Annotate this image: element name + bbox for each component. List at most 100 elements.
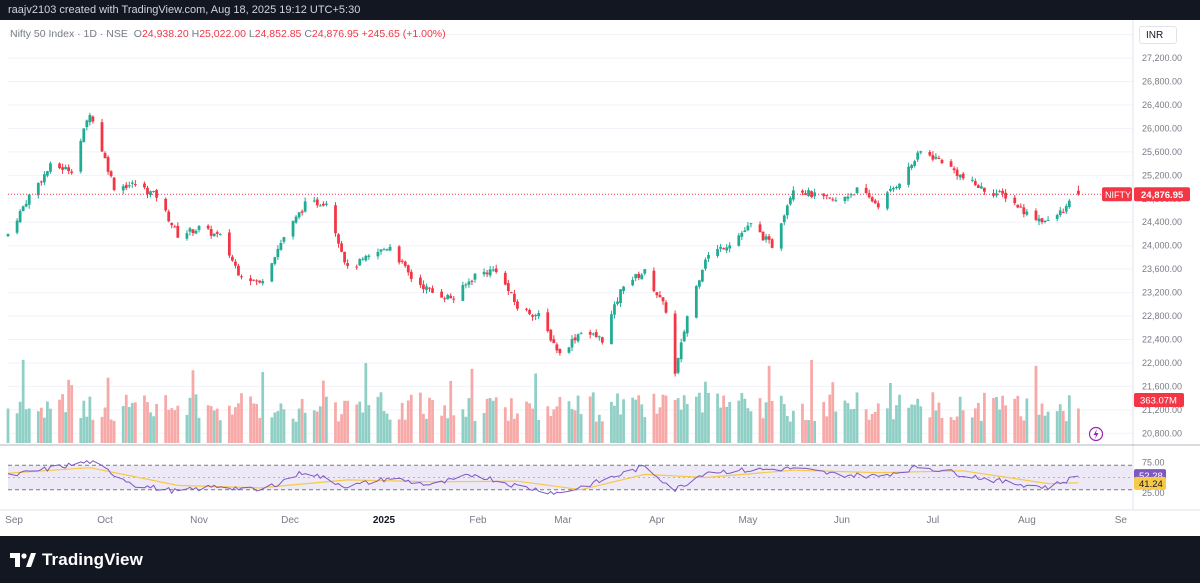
time-tick-label: Feb [469, 515, 487, 526]
symbol-tag[interactable] [1102, 187, 1132, 202]
volume-bar [828, 394, 832, 443]
candle-body [234, 261, 237, 266]
candle-body [998, 191, 1001, 193]
candle-body [503, 272, 507, 285]
volume-bar [552, 409, 556, 443]
chart-panel[interactable] [0, 20, 1200, 536]
volume-bar [36, 411, 40, 443]
candle-body [36, 182, 40, 196]
candle-body [676, 358, 680, 373]
volume-bar [509, 398, 513, 443]
tradingview-logo[interactable]: TradingView [10, 550, 143, 570]
candle-body [788, 197, 792, 205]
candle-body [191, 229, 195, 234]
volume-bar [952, 420, 956, 443]
candle-body [682, 331, 686, 342]
candle-body [852, 194, 856, 196]
volume-bar [995, 397, 998, 443]
volume-bar [43, 417, 46, 443]
candle-body [822, 193, 826, 197]
volume-bar [325, 396, 328, 443]
volume-bar [400, 402, 404, 443]
candle-body [516, 301, 519, 309]
volume-bar [79, 418, 83, 443]
price-tick-label: 21,600.00 [1142, 381, 1182, 391]
candle-body [167, 211, 171, 222]
candle-body [464, 284, 468, 286]
candle-body [15, 220, 19, 233]
volume-bar [637, 395, 641, 443]
volume-bar [155, 403, 158, 443]
volume-bar [570, 408, 574, 443]
volume-bar [825, 416, 829, 443]
volume-bar [764, 402, 768, 443]
volume-bar [431, 399, 434, 443]
volume-bar [6, 408, 10, 443]
time-tick-label: Jun [834, 515, 850, 526]
volume-bar [506, 420, 510, 443]
tradingview-logo-icon [10, 553, 36, 567]
candle-body [1025, 211, 1029, 215]
time-tick-label: Dec [281, 515, 299, 526]
candle-body [843, 196, 847, 202]
candle-body [664, 302, 668, 313]
chart-canvas[interactable]: 20,800.00 21,200.00 21,600.00 22,000.00 22,4… [0, 20, 1200, 536]
volume-bar [91, 419, 95, 443]
volume-bar [440, 415, 444, 443]
open-value: 24,938.20 [141, 28, 189, 40]
volume-bar [576, 395, 580, 443]
candle-body [282, 237, 286, 242]
symbol-info[interactable]: Nifty 50 Index · 1D · NSE [10, 28, 128, 40]
volume-bar [449, 380, 453, 443]
volume-bar [340, 414, 343, 443]
volume-bar [300, 398, 304, 443]
candle-body [749, 223, 753, 225]
candle-body [506, 283, 510, 292]
currency-button[interactable]: INR [1139, 26, 1177, 44]
volume-bar [807, 420, 810, 443]
candle-body [143, 183, 146, 188]
candle-body [1077, 190, 1080, 195]
volume-bar [1061, 410, 1065, 443]
candle-body [567, 347, 571, 353]
candle-body [237, 265, 240, 276]
candle-body [112, 177, 116, 191]
volume-bar [597, 414, 601, 443]
candle-body [697, 280, 701, 287]
price-tick-label: 21,200.00 [1142, 405, 1182, 415]
volume-bar [133, 402, 137, 443]
volume-bar [212, 410, 216, 443]
volume-bar [334, 402, 337, 443]
candle-body [928, 152, 932, 156]
volume-bar [885, 408, 889, 443]
candle-body [343, 251, 346, 263]
volume-bar [916, 398, 920, 443]
candle-body [337, 234, 340, 244]
volume-bar [722, 395, 726, 443]
candle-body [334, 205, 337, 234]
change-value: +245.65 (+1.00%) [361, 28, 446, 40]
candle-body [400, 260, 404, 262]
candle-body [610, 314, 613, 345]
volume-bar [82, 400, 86, 443]
candle-body [431, 288, 434, 293]
candle-body [467, 281, 471, 285]
volume-bar [531, 408, 534, 443]
volume-bar [215, 408, 219, 443]
volume-bar [937, 402, 941, 443]
volume-bar [919, 406, 923, 443]
volume-bar [1077, 408, 1080, 443]
volume-bar [788, 421, 792, 443]
candle-body [1040, 218, 1044, 223]
candle-body [1022, 207, 1026, 215]
volume-bar [382, 411, 386, 443]
volume-bar [704, 381, 707, 443]
volume-bar [631, 397, 635, 443]
volume-bar [388, 419, 392, 443]
volume-bar [218, 420, 222, 443]
volume-bar [770, 400, 774, 443]
volume-bar [640, 404, 644, 443]
candle-body [176, 225, 180, 238]
candle-body [1046, 219, 1050, 221]
candle-body [746, 225, 750, 231]
